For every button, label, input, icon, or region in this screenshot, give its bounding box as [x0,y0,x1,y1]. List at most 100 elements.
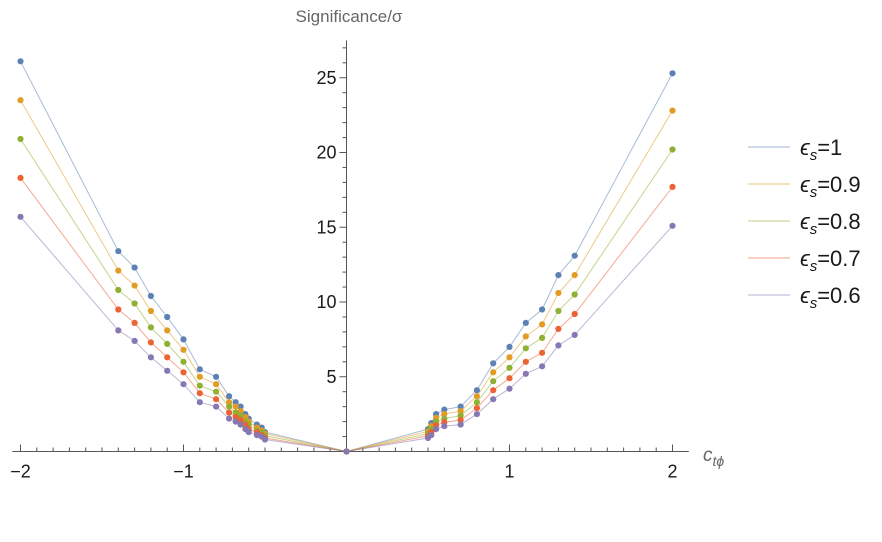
data-point-series-2 [196,373,203,380]
data-point-series-1 [473,387,480,394]
y-tick-label: 10 [316,292,336,312]
data-point-series-2 [490,369,497,376]
data-point-series-5 [196,399,203,406]
data-point-series-1 [196,366,203,373]
data-point-series-2 [17,97,24,104]
data-point-series-3 [147,324,154,331]
data-point-series-1 [131,264,138,271]
data-point-series-4 [226,409,233,416]
data-point-series-5 [164,367,171,374]
data-point-series-2 [147,307,154,315]
data-point-series-2 [115,267,122,274]
data-point-series-3 [196,382,203,389]
data-point-series-5 [343,448,350,455]
data-point-series-4 [115,306,122,313]
data-point-series-2 [226,399,233,406]
data-point-series-2 [237,408,244,415]
data-point-series-3 [571,291,578,298]
data-point-series-3 [226,403,233,410]
data-point-series-4 [473,405,480,412]
data-point-series-5 [261,436,269,443]
data-point-series-4 [213,396,220,403]
data-point-series-3 [164,340,171,347]
data-point-series-5 [115,327,122,334]
data-point-series-5 [147,354,154,361]
x-tick-label: 1 [504,462,514,482]
data-point-series-5 [669,222,676,229]
data-point-series-1 [571,252,578,259]
data-point-series-2 [180,346,187,353]
data-point-series-4 [669,183,676,190]
data-point-series-2 [539,321,546,328]
data-point-series-5 [473,411,480,418]
data-point-series-1 [213,373,220,380]
data-point-series-2 [457,408,464,415]
data-point-series-1 [669,70,676,77]
legend-label-5: ϵs=0.6 [800,283,861,312]
data-point-series-1 [522,319,529,326]
data-point-series-5 [506,385,513,392]
data-point-series-2 [232,403,239,410]
data-point-series-4 [555,325,562,332]
x-axis-title-sub: tϕ [713,453,725,469]
data-point-series-1 [237,403,244,410]
legend-label-1: ϵs=1 [800,135,842,164]
legend-label-4: ϵs=0.7 [800,246,861,275]
data-point-series-5 [226,415,233,422]
data-point-series-5 [522,370,529,377]
data-point-series-5 [232,418,239,425]
data-point-series-1 [147,292,154,300]
data-point-series-4 [237,417,244,424]
data-point-series-2 [506,354,513,361]
data-point-series-5 [490,396,497,403]
x-tick-label: 2 [667,462,677,482]
data-point-series-3 [232,409,239,416]
data-point-series-5 [180,381,187,388]
data-point-series-1 [490,360,497,367]
y-tick-label: 25 [316,68,336,88]
data-point-series-1 [555,272,562,279]
data-point-series-3 [669,146,676,153]
legend-label-3: ϵs=0.8 [800,209,861,238]
y-tick-label: 15 [316,217,336,237]
data-point-series-3 [555,307,562,315]
data-point-series-1 [539,306,546,313]
data-point-series-1 [226,393,233,400]
data-point-series-2 [669,107,676,114]
data-point-series-1 [441,406,448,413]
data-point-series-4 [490,387,497,394]
data-point-series-5 [253,432,260,439]
data-point-series-1 [17,58,24,65]
data-point-series-3 [473,399,480,406]
data-point-series-3 [237,412,244,419]
data-point-series-3 [180,358,187,365]
data-point-series-5 [245,429,252,436]
data-point-series-5 [555,342,562,349]
data-point-series-5 [539,363,546,370]
data-point-series-2 [555,289,562,297]
data-point-series-5 [441,423,448,430]
data-point-series-5 [457,421,464,428]
data-point-series-3 [213,388,220,395]
series-points [17,58,676,455]
data-point-series-4 [539,349,546,356]
y-tick-label: 5 [326,367,336,387]
data-point-series-3 [17,135,24,143]
x-tick-label: −2 [10,462,31,482]
data-point-series-2 [131,282,138,289]
y-axis-title: Significance/σ [296,7,403,26]
data-point-series-5 [571,331,578,338]
data-point-series-4 [131,319,138,326]
data-point-series-4 [522,358,529,365]
data-point-series-4 [164,354,171,361]
data-point-series-5 [428,432,435,439]
data-point-series-2 [242,414,249,421]
data-point-series-1 [164,313,171,321]
data-point-series-3 [115,286,122,294]
data-point-series-4 [17,174,24,181]
x-axis-title-main: c [703,445,713,466]
data-point-series-3 [539,334,546,341]
